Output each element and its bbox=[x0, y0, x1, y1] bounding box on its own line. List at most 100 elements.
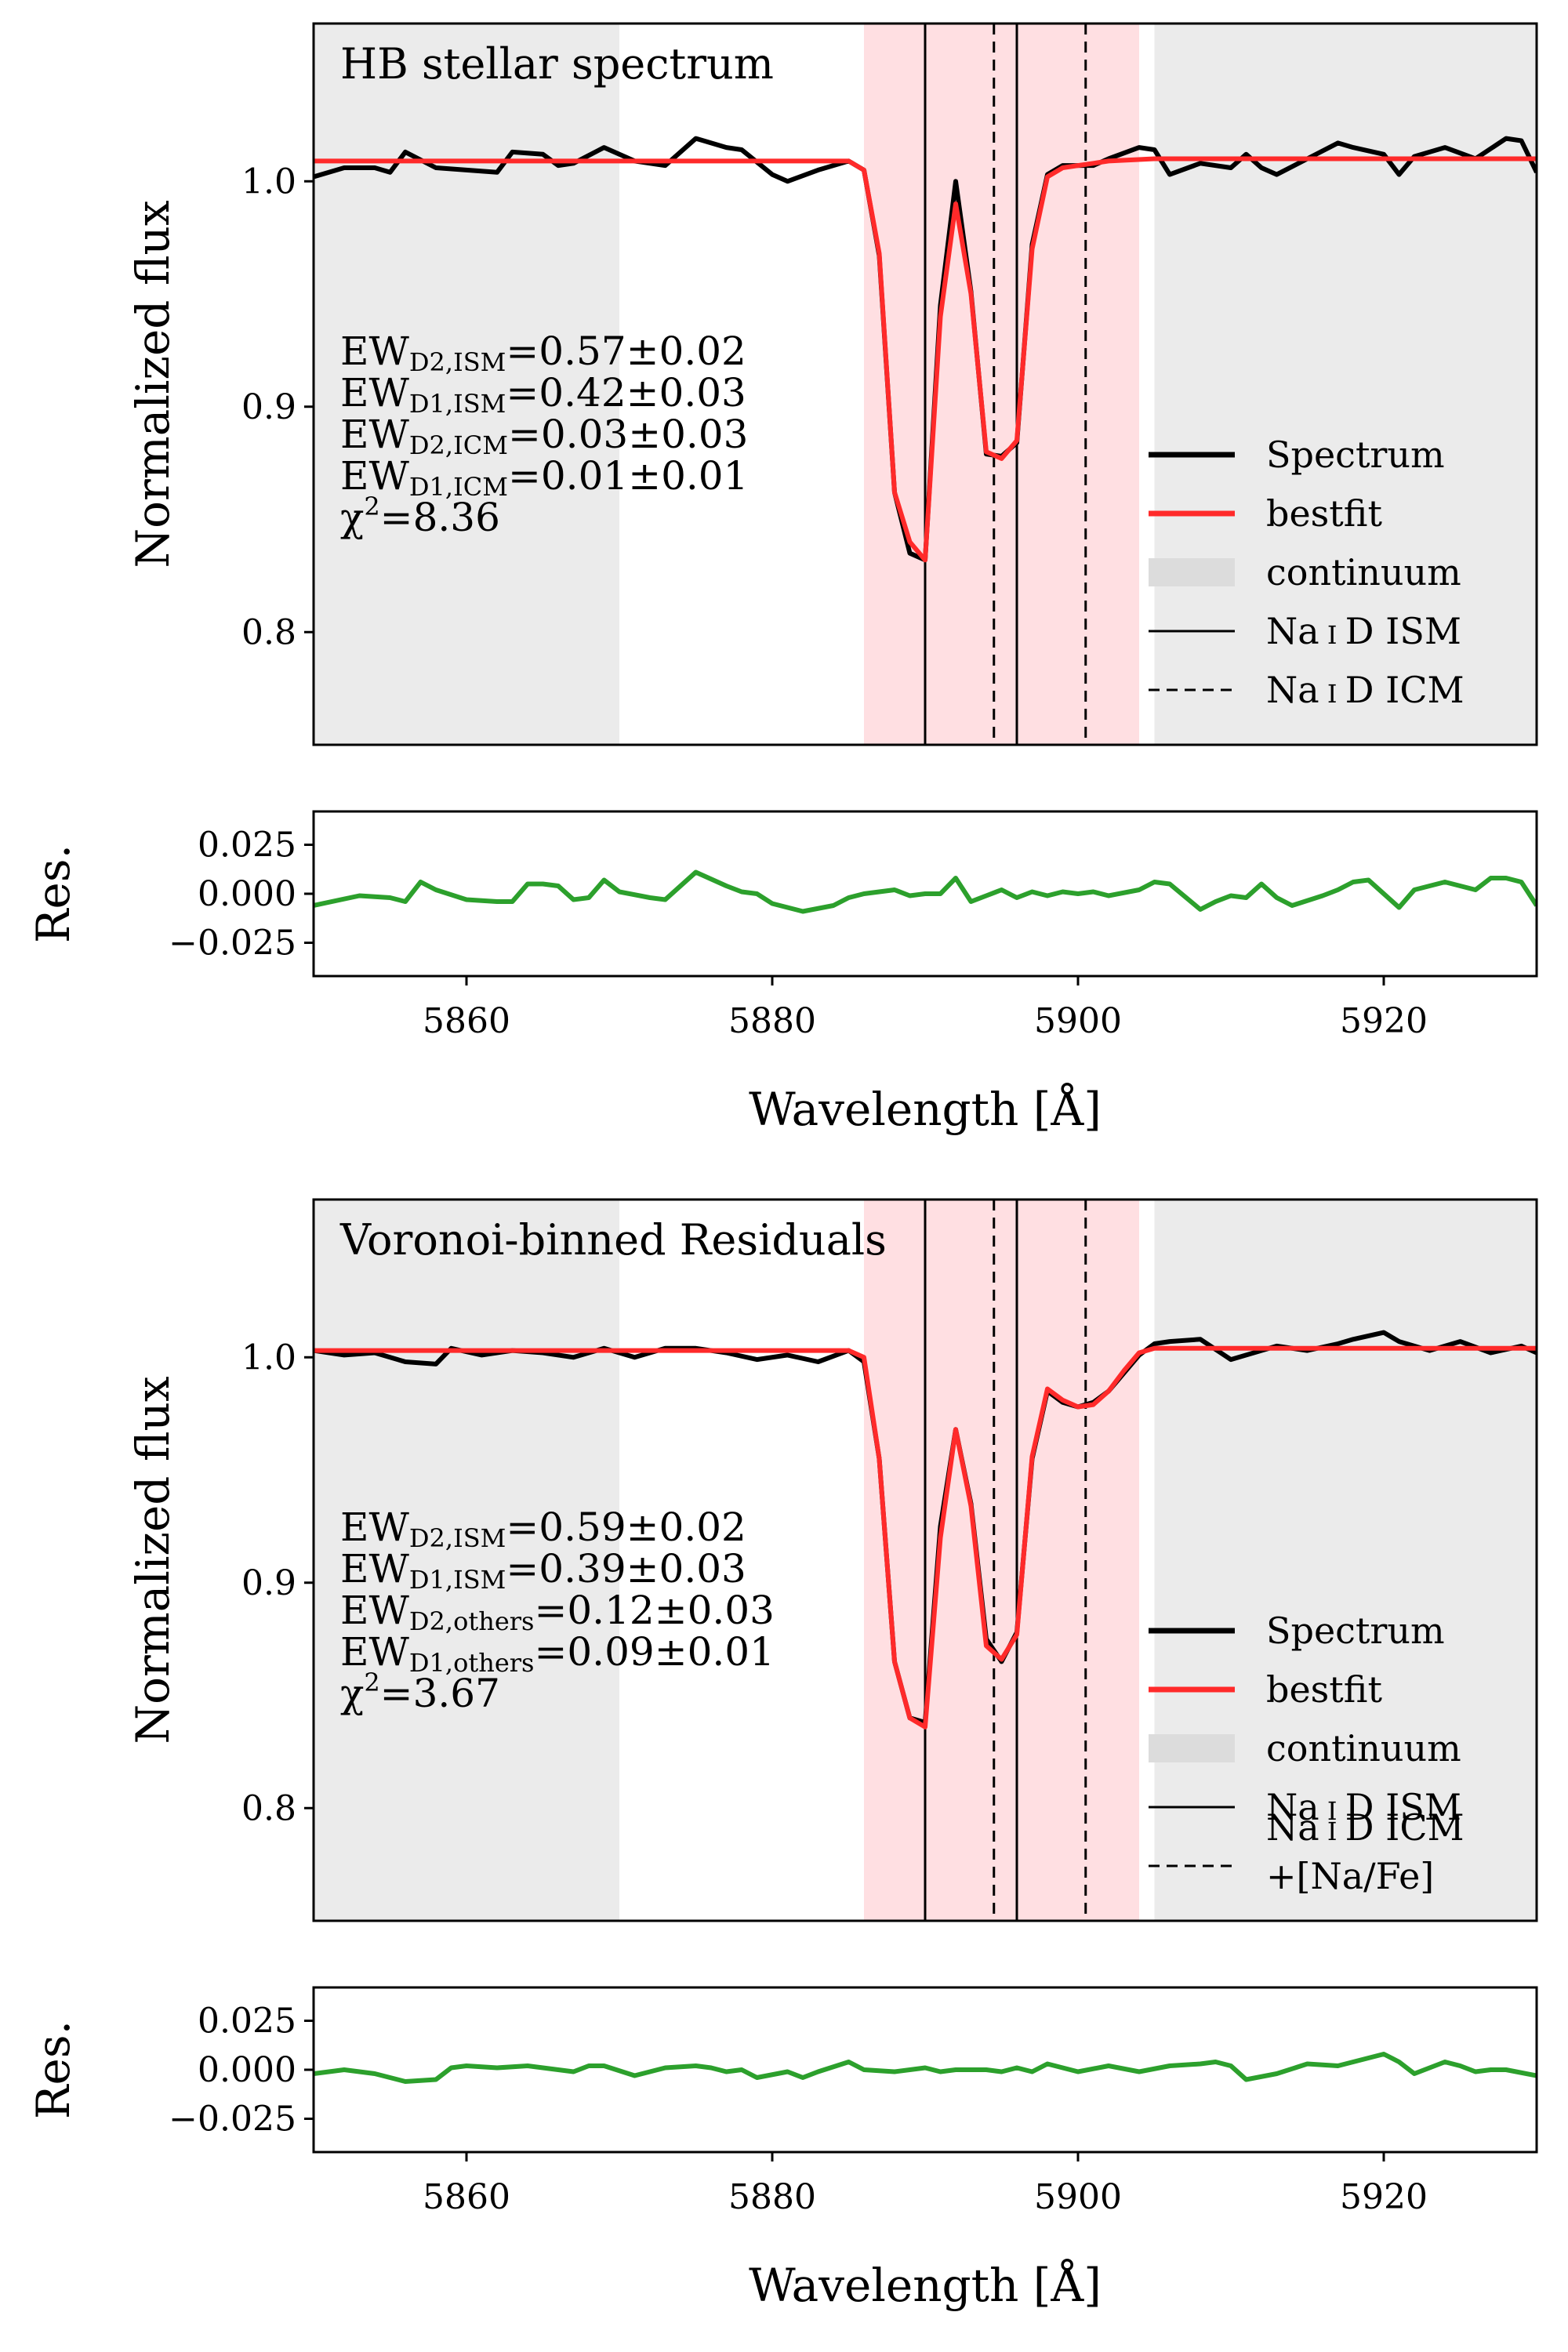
y-tick-label: 0.000 bbox=[198, 874, 296, 914]
legend-label-part: D ISM bbox=[1345, 610, 1461, 652]
continuum-region bbox=[314, 1200, 619, 1921]
legend-label-roman: I bbox=[1319, 1817, 1345, 1846]
legend-label: +[Na/Fe] bbox=[1266, 1855, 1434, 1897]
y-tick-label: 0.8 bbox=[241, 612, 296, 652]
ew-annotation: χ2=8.36 bbox=[340, 492, 500, 540]
legend-label: bestfit bbox=[1266, 492, 1382, 535]
panel-title: HB stellar spectrum bbox=[340, 39, 774, 89]
annotation-main: EW bbox=[340, 328, 409, 374]
legend-label: bestfit bbox=[1266, 1668, 1382, 1711]
legend-label-part: bestfit bbox=[1266, 492, 1382, 535]
spectrum-panel-top: 0.8 0.9 1.0 Normalized flux HB stellar spect… bbox=[126, 22, 1538, 746]
continuum-region bbox=[314, 24, 619, 745]
y-tick-label: 1.0 bbox=[241, 1338, 296, 1377]
annotation-value: =8.36 bbox=[380, 495, 500, 540]
annotation-main: χ bbox=[340, 1671, 364, 1716]
y-axis-label: Res. bbox=[27, 844, 80, 943]
legend-label-part: Na bbox=[1266, 610, 1319, 652]
annotation-value: =0.09±0.01 bbox=[534, 1629, 774, 1675]
ew-annotation: EWD2,ISM=0.57±0.02 bbox=[340, 328, 746, 377]
annotation-main: EW bbox=[340, 370, 409, 416]
legend-label-roman: I bbox=[1319, 679, 1345, 709]
legend-label-part: Spectrum bbox=[1266, 434, 1445, 476]
nad-region bbox=[864, 24, 1139, 745]
y-axis-label: Normalized flux bbox=[126, 1376, 180, 1744]
annotation-main: χ bbox=[340, 495, 364, 540]
annotation-main: EW bbox=[340, 1588, 409, 1633]
y-axis-label: Res. bbox=[27, 2020, 80, 2119]
ew-annotation: EWD2,others=0.12±0.03 bbox=[340, 1588, 775, 1636]
x-tick-label: 5860 bbox=[423, 2177, 510, 2217]
y-axis-label: Normalized flux bbox=[126, 200, 180, 568]
x-tick-label: 5900 bbox=[1034, 2177, 1122, 2217]
residual-panel-top: 0.025 0.000 −0.025 5860 5880 5900 5920 Res. Wave… bbox=[27, 810, 1538, 1136]
y-tick-label: 0.000 bbox=[198, 2050, 296, 2090]
legend-label-part: D ICM bbox=[1345, 1806, 1465, 1849]
panel-title: Voronoi-binned Residuals bbox=[339, 1215, 887, 1265]
legend-swatch-continuum bbox=[1149, 1734, 1235, 1762]
legend-label: continuum bbox=[1266, 551, 1461, 593]
annotation-main: EW bbox=[340, 1504, 409, 1550]
ew-annotation: EWD1,ISM=0.42±0.03 bbox=[340, 370, 746, 419]
legend-label: Na I D ISM bbox=[1266, 610, 1461, 652]
spectrum-line bbox=[314, 136, 1537, 563]
x-tick-label: 5880 bbox=[728, 1001, 816, 1041]
legend-label: Na I D ICM bbox=[1266, 669, 1465, 711]
legend-label-part: D ICM bbox=[1345, 669, 1465, 711]
annotation-superscript: 2 bbox=[364, 1668, 379, 1697]
legend-label: Spectrum bbox=[1266, 434, 1445, 476]
y-tick-label: 0.9 bbox=[241, 1563, 296, 1603]
legend-label-part: continuum bbox=[1266, 551, 1461, 593]
annotation-subscript: D1,ISM bbox=[409, 389, 506, 419]
y-tick-label: 0.025 bbox=[198, 826, 296, 866]
ew-annotation: EWD1,ISM=0.39±0.03 bbox=[340, 1546, 746, 1595]
x-tick-label: 5920 bbox=[1340, 1001, 1428, 1041]
legend-label: continuum bbox=[1266, 1727, 1461, 1769]
legend-label-part: Na bbox=[1266, 669, 1319, 711]
legend-label-part: continuum bbox=[1266, 1727, 1461, 1769]
plot-area bbox=[314, 2052, 1537, 2084]
legend-label-part: Na bbox=[1266, 1786, 1319, 1828]
legend-label: Na I D ISM bbox=[1266, 1786, 1461, 1828]
annotation-subscript: D2,ICM bbox=[409, 430, 508, 460]
y-tick-label: 0.025 bbox=[198, 2002, 296, 2042]
plot-area bbox=[314, 1200, 1537, 1921]
annotation-superscript: 2 bbox=[364, 492, 379, 521]
bestfit-line bbox=[314, 156, 1537, 563]
annotation-main: EW bbox=[340, 1629, 409, 1675]
plot-area bbox=[314, 24, 1537, 745]
nad-region bbox=[864, 1200, 1139, 1921]
residual-panel-bottom: 0.025 0.000 −0.025 5860 5880 5900 5920 Res. Wave… bbox=[27, 1986, 1538, 2312]
annotation-value: =0.01±0.01 bbox=[508, 453, 748, 499]
ew-annotation: χ2=3.67 bbox=[340, 1668, 500, 1716]
legend-label-part: D ISM bbox=[1345, 1786, 1461, 1828]
residual-line bbox=[314, 2052, 1537, 2084]
ew-annotation: EWD1,others=0.09±0.01 bbox=[340, 1629, 775, 1678]
annotation-value: =3.67 bbox=[380, 1671, 500, 1716]
ew-annotation: EWD2,ICM=0.03±0.03 bbox=[340, 412, 748, 460]
x-axis-label: Wavelength [Å] bbox=[749, 2259, 1102, 2312]
legend-label: Spectrum bbox=[1266, 1610, 1445, 1652]
annotation-subscript: D2,ISM bbox=[409, 347, 506, 377]
annotation-value: =0.57±0.02 bbox=[506, 328, 746, 374]
y-tick-label: 1.0 bbox=[241, 162, 296, 201]
annotation-subscript: D1,ISM bbox=[409, 1565, 506, 1595]
legend-swatch-continuum bbox=[1149, 558, 1235, 586]
residual-line bbox=[314, 869, 1537, 914]
legend-label-part: bestfit bbox=[1266, 1668, 1382, 1711]
y-tick-label: 0.9 bbox=[241, 387, 296, 427]
legend-label: Na I D ICM bbox=[1266, 1806, 1465, 1849]
continuum-region bbox=[1154, 1200, 1537, 1921]
bestfit-line bbox=[314, 1345, 1537, 1730]
x-tick-label: 5900 bbox=[1034, 1001, 1122, 1041]
axes-frame bbox=[312, 1198, 1538, 1922]
annotation-subscript: D1,ICM bbox=[409, 472, 508, 502]
annotation-value: =0.42±0.03 bbox=[506, 370, 746, 416]
annotation-main: EW bbox=[340, 453, 409, 499]
annotation-subscript: D2,ISM bbox=[409, 1523, 506, 1553]
x-axis-label: Wavelength [Å] bbox=[749, 1083, 1102, 1136]
annotation-value: =0.59±0.02 bbox=[506, 1504, 746, 1550]
annotation-value: =0.12±0.03 bbox=[534, 1588, 774, 1633]
legend-label-roman: I bbox=[1319, 1796, 1345, 1826]
